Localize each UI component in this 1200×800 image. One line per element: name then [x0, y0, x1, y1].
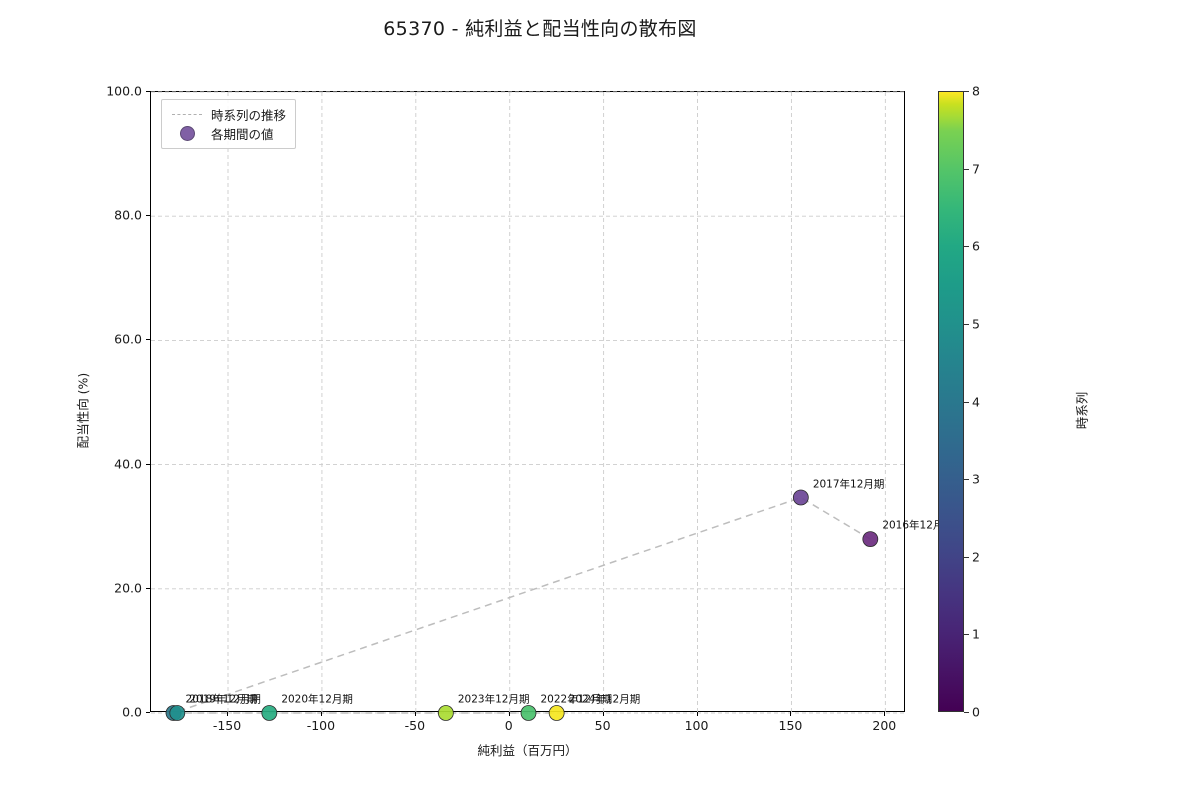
colorbar-tick-label: 0 — [972, 704, 980, 720]
x-tick-label: -100 — [306, 718, 336, 733]
x-tick-mark — [320, 712, 322, 716]
data-point[interactable] — [261, 705, 278, 721]
colorbar-tick-label: 2 — [972, 549, 980, 565]
colorbar-tick-mark — [964, 246, 969, 248]
y-tick-mark — [146, 91, 150, 92]
colorbar-tick-label: 1 — [972, 626, 980, 642]
y-tick-mark — [146, 463, 150, 465]
x-tick-label: 50 — [594, 718, 611, 733]
colorbar-tick-label: 3 — [972, 471, 980, 487]
y-tick-label: 0.0 — [122, 704, 142, 720]
x-tick-label: 200 — [872, 718, 897, 733]
x-tick-mark — [696, 712, 698, 716]
data-point[interactable] — [862, 531, 879, 548]
colorbar-title: 時系列 — [1074, 391, 1090, 430]
x-tick-label: 150 — [778, 718, 803, 733]
y-axis-label: 配当性向 (%) — [75, 372, 91, 449]
data-layer — [165, 489, 879, 721]
chart-title: 65370 - 純利益と配当性向の散布図 — [383, 18, 697, 40]
x-tick-label: 100 — [684, 718, 709, 733]
colorbar-tick-mark — [964, 712, 969, 713]
dashed-line-icon — [169, 114, 205, 115]
x-tick-label: 0 — [504, 718, 513, 733]
data-point[interactable] — [437, 705, 454, 721]
y-tick-mark — [146, 215, 150, 217]
x-tick-mark — [602, 712, 604, 716]
colorbar-tick-label: 8 — [972, 83, 980, 99]
colorbar-tick-mark — [964, 634, 969, 636]
colorbar-tick-mark — [964, 91, 969, 92]
y-tick-mark — [146, 587, 150, 589]
x-tick-mark — [414, 712, 416, 716]
x-axis-label: 純利益（百万円） — [477, 743, 578, 758]
grid-lines — [151, 91, 906, 714]
data-point[interactable] — [169, 705, 186, 721]
colorbar-tick-mark — [964, 168, 969, 170]
x-tick-label: -50 — [404, 718, 426, 733]
data-point[interactable] — [548, 705, 565, 721]
colorbar-tick-label: 7 — [972, 161, 980, 177]
x-tick-label: -150 — [212, 718, 242, 733]
legend-item-trend: 時系列の推移 — [169, 105, 286, 124]
chart-legend: 時系列の推移 各期間の値 — [161, 99, 297, 149]
legend-label-points: 各期間の値 — [211, 127, 274, 142]
x-tick-mark — [508, 712, 510, 716]
y-tick-label: 40.0 — [114, 456, 142, 472]
colorbar-tick-label: 6 — [972, 238, 980, 254]
data-point[interactable] — [520, 705, 537, 721]
data-point[interactable] — [792, 489, 809, 506]
x-tick-mark — [884, 712, 886, 716]
colorbar-tick-mark — [964, 556, 969, 558]
y-tick-mark — [146, 712, 150, 713]
colorbar-tick-label: 4 — [972, 394, 980, 409]
circle-marker-icon — [169, 126, 205, 141]
y-tick-label: 80.0 — [114, 207, 142, 223]
colorbar-tick-label: 5 — [972, 316, 980, 332]
colorbar-tick-mark — [964, 323, 969, 325]
y-tick-mark — [146, 339, 150, 341]
legend-label-trend: 時系列の推移 — [211, 108, 287, 123]
colorbar-gradient — [938, 91, 964, 712]
colorbar-tick-mark — [964, 401, 969, 403]
y-tick-label: 60.0 — [114, 331, 142, 347]
plot-area: 2016年12月期 2017年12月期 2018年12月期 2019年12月期 2020… — [150, 91, 954, 721]
x-tick-mark — [790, 712, 792, 716]
legend-item-points: 各期間の値 — [169, 124, 286, 143]
y-tick-label: 20.0 — [114, 580, 142, 596]
x-tick-mark — [227, 712, 228, 716]
colorbar: 0 1 2 3 4 5 6 7 8 — [938, 84, 980, 720]
y-tick-label: 100.0 — [106, 83, 142, 99]
colorbar-tick-mark — [964, 479, 969, 481]
